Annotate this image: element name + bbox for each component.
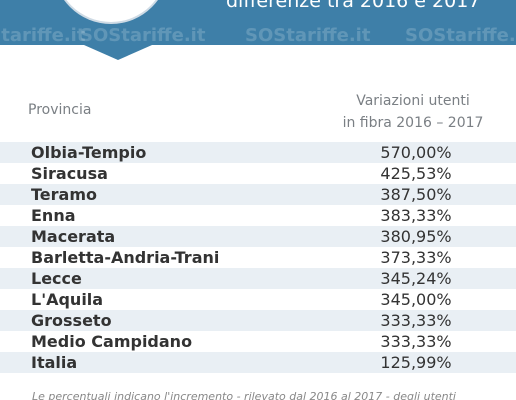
table-row: Grosseto 333,33% bbox=[0, 310, 516, 331]
watermark: SOStariffe.it bbox=[405, 25, 516, 45]
table-row: L'Aquila 345,00% bbox=[0, 289, 516, 310]
watermark: SOStariffe.it bbox=[0, 25, 86, 45]
variation: 387,50% bbox=[380, 185, 452, 204]
table-row: Barletta-Andria-Trani 373,33% bbox=[0, 247, 516, 268]
variation: 425,53% bbox=[380, 164, 452, 183]
province: L'Aquila bbox=[31, 290, 104, 309]
table-row: Olbia-Tempio 570,00% bbox=[0, 142, 516, 163]
province: Grosseto bbox=[31, 311, 112, 330]
table-row: Medio Campidano 333,33% bbox=[0, 331, 516, 352]
province: Enna bbox=[31, 206, 76, 225]
variation: 333,33% bbox=[380, 332, 452, 351]
title: differenze tra 2016 e 2017 bbox=[226, 0, 481, 12]
province: Italia bbox=[31, 353, 78, 372]
variation: 570,00% bbox=[380, 143, 452, 162]
banner: SOStariffe.it SOStariffe.it SOStariffe.i… bbox=[0, 0, 516, 45]
variation: 345,24% bbox=[380, 269, 452, 288]
table-row: Italia 125,99% bbox=[0, 352, 516, 373]
variation: 383,33% bbox=[380, 206, 452, 225]
variation: 380,95% bbox=[380, 227, 452, 246]
variation: 125,99% bbox=[380, 353, 452, 372]
province: Teramo bbox=[31, 185, 97, 204]
province: Siracusa bbox=[31, 164, 108, 183]
column-header: Provincia bbox=[28, 102, 92, 118]
variation: 345,00% bbox=[380, 290, 452, 309]
table-row: Macerata 380,95% bbox=[0, 226, 516, 247]
table-row: Teramo 387,50% bbox=[0, 184, 516, 205]
province: Macerata bbox=[31, 227, 116, 246]
variation: 373,33% bbox=[380, 248, 452, 267]
province: Olbia-Tempio bbox=[31, 143, 147, 162]
province: Medio Campidano bbox=[31, 332, 193, 351]
table-row: Lecce 345,24% bbox=[0, 268, 516, 289]
province: Barletta-Andria-Trani bbox=[31, 248, 220, 267]
column-header: Variazioni utenti bbox=[356, 93, 470, 109]
province: Lecce bbox=[31, 269, 82, 288]
table-body: Olbia-Tempio 570,00% Siracusa 425,53% Teramo… bbox=[0, 142, 516, 373]
pointer bbox=[84, 45, 152, 60]
column-header: in fibra 2016 – 2017 bbox=[342, 115, 484, 131]
variation: 333,33% bbox=[380, 311, 452, 330]
footnote: Le percentuali indicano l'incremento - r… bbox=[32, 390, 456, 400]
table-row: Siracusa 425,53% bbox=[0, 163, 516, 184]
watermark: SOStariffe.it bbox=[80, 25, 206, 45]
watermark: SOStariffe.it bbox=[245, 25, 371, 45]
table-row: Enna 383,33% bbox=[0, 205, 516, 226]
